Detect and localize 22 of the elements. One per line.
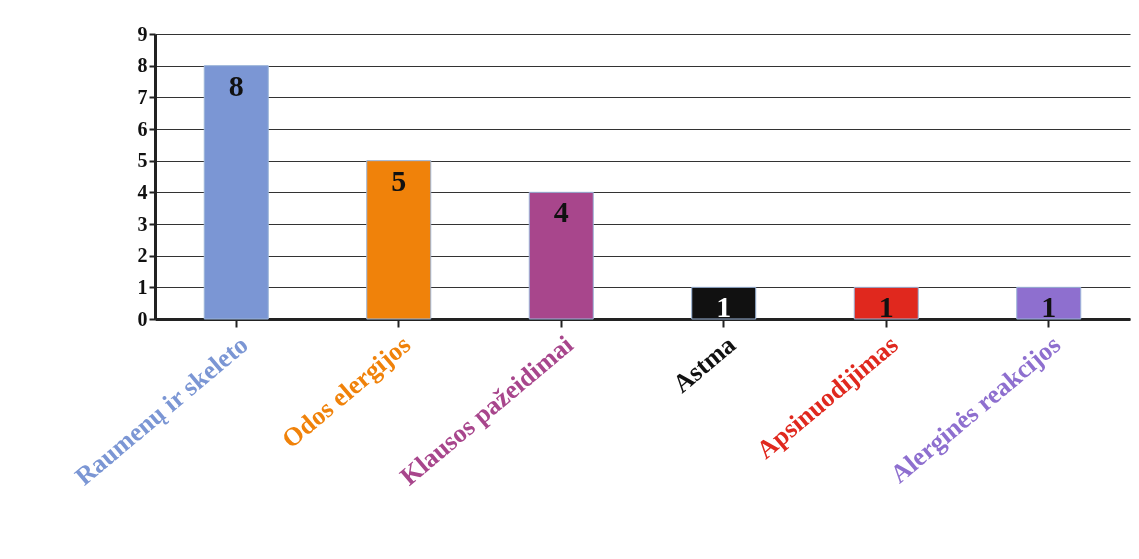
bar [366,160,432,320]
y-tick-label: 1 [137,275,148,298]
y-tick-label: 7 [137,85,148,108]
y-tick-label: 6 [137,117,148,140]
y-tick-label: 5 [137,149,148,172]
data-label: 5 [391,163,407,197]
data-label: 1 [716,290,732,324]
y-tick-label: 0 [137,307,148,330]
data-label: 8 [228,68,244,102]
bar [691,286,757,320]
data-label: 1 [878,290,894,324]
data-label: 1 [1041,290,1057,324]
y-tick-label: 9 [137,22,148,45]
y-tick-label: 8 [137,54,148,77]
y-tick-label: 4 [137,180,148,203]
y-tick-label: 2 [137,244,148,267]
y-tick-label: 3 [137,212,148,235]
data-label: 4 [553,195,569,229]
bar [853,286,919,320]
bar [203,65,269,320]
bar [1016,286,1082,320]
bar [528,191,594,320]
